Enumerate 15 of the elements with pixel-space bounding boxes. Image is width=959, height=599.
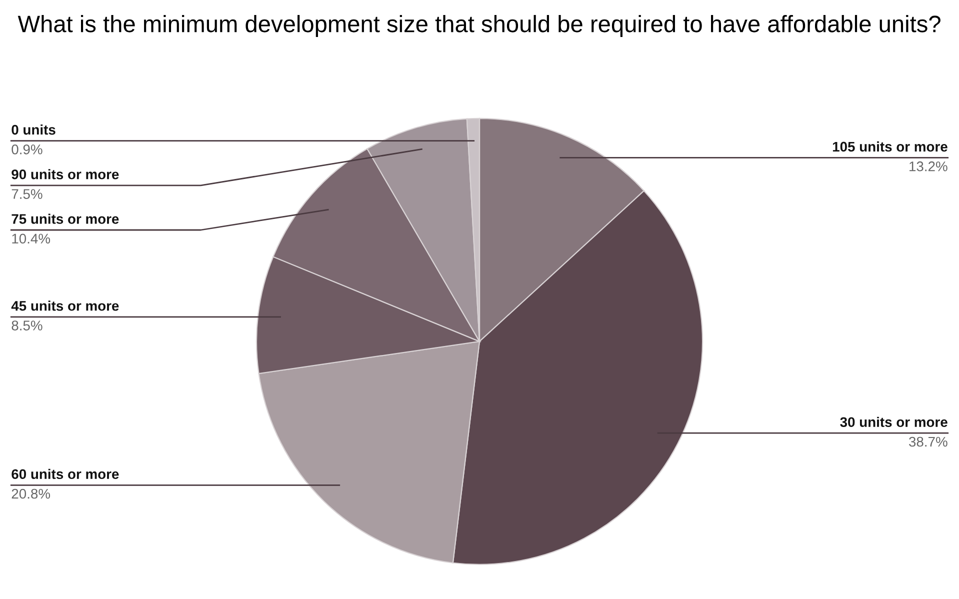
slice-label: 75 units or more xyxy=(12,214,119,224)
data-label: 8.5% xyxy=(12,320,42,330)
slice-label: 30 units or more xyxy=(840,416,948,428)
slice-label: 105 units or more xyxy=(832,141,948,152)
data-label: 0.9% xyxy=(12,144,42,154)
slice-label: 45 units or more xyxy=(11,300,119,311)
data-label: 38.7% xyxy=(909,436,948,447)
slice-label: 60 units or more xyxy=(12,468,119,480)
data-label: 10.4% xyxy=(12,234,50,244)
data-label: 13.2% xyxy=(910,161,948,172)
data-label: 20.8% xyxy=(12,488,50,499)
data-label: 7.5% xyxy=(12,189,42,199)
slice-label: 90 units or more xyxy=(12,169,119,180)
chart-title: What is the minimum development size that should be required to have affordable units? xyxy=(18,14,940,37)
slice-label: 0 units xyxy=(12,124,56,135)
